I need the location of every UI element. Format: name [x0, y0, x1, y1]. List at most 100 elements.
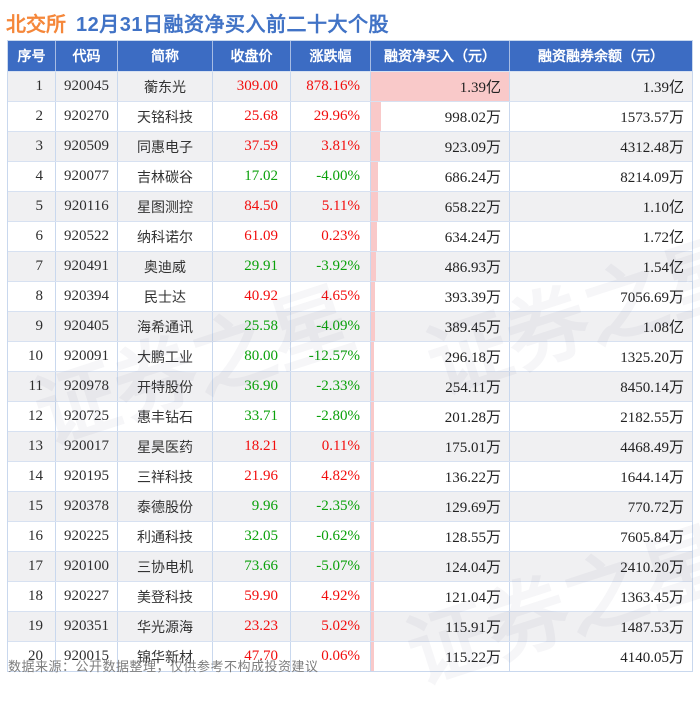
- close-cell: 29.91: [213, 252, 291, 281]
- close-cell: 17.02: [213, 162, 291, 191]
- close-cell: 84.50: [213, 192, 291, 221]
- net-buy-cell: 115.22万: [371, 642, 510, 671]
- net-buy-cell: 115.91万: [371, 612, 510, 641]
- rank-cell: 13: [8, 432, 56, 461]
- code-cell: 920405: [56, 312, 118, 341]
- net-buy-bar: [371, 192, 378, 221]
- balance-cell: 1.72亿: [642, 230, 684, 246]
- net-buy-bar: [371, 462, 375, 491]
- name-cell: 惠丰钻石: [118, 402, 213, 431]
- balance-cell: 1.08亿: [642, 320, 684, 336]
- table-row: 9 920405 海希通讯 25.58 -4.09% 389.45万 1.08亿: [8, 311, 692, 341]
- change-cell: 5.02%: [291, 612, 371, 641]
- code-cell: 920491: [56, 252, 118, 281]
- net-buy-bar: [371, 342, 375, 371]
- balance-cell: 1.10亿: [642, 200, 684, 216]
- rank-cell: 1: [8, 72, 56, 101]
- rank-cell: 9: [8, 312, 56, 341]
- code-cell: 920116: [56, 192, 118, 221]
- title-badge: 北交所: [6, 14, 66, 36]
- balance-cell: 2410.20万: [620, 560, 684, 576]
- code-cell: 920522: [56, 222, 118, 251]
- balance-cell: 1644.14万: [620, 470, 684, 486]
- header-cell-change: 涨跌幅: [291, 41, 371, 71]
- rank-cell: 11: [8, 372, 56, 401]
- net-buy-bar: [371, 642, 375, 671]
- title-text: 12月31日融资净买入前二十大个股: [76, 14, 389, 36]
- net-buy-cell: 124.04万: [371, 552, 510, 581]
- balance-cell: 770.72万: [627, 500, 684, 516]
- name-cell: 星图测控: [118, 192, 213, 221]
- name-cell: 天铭科技: [118, 102, 213, 131]
- close-cell: 80.00: [213, 342, 291, 371]
- table-row: 12 920725 惠丰钻石 33.71 -2.80% 201.28万 2182…: [8, 401, 692, 431]
- footer-note: 数据来源：公开数据整理，仅供参考不构成投资建议: [8, 659, 319, 674]
- rank-cell: 17: [8, 552, 56, 581]
- change-cell: -5.07%: [291, 552, 371, 581]
- table-row: 20 920015 锦华新材 47.70 0.06% 115.22万 4140.…: [8, 641, 692, 671]
- net-buy-bar: [371, 312, 375, 341]
- code-cell: 920017: [56, 432, 118, 461]
- net-buy-cell: 175.01万: [371, 432, 510, 461]
- net-buy-cell: 1.39亿: [371, 72, 510, 101]
- table-header: 序号 代码 简称 收盘价 涨跌幅 融资净买入（元） 融资融券余额（元）: [8, 41, 692, 71]
- table-row: 11 920978 开特股份 36.90 -2.33% 254.11万 8450…: [8, 371, 692, 401]
- change-cell: -4.09%: [291, 312, 371, 341]
- net-buy-cell: 128.55万: [371, 522, 510, 551]
- header-cell-name: 简称: [118, 41, 213, 71]
- header-cell-netbuy: 融资净买入（元）: [371, 41, 510, 71]
- table-row: 17 920100 三协电机 73.66 -5.07% 124.04万 2410…: [8, 551, 692, 581]
- page-title: 北交所 12月31日融资净买入前二十大个股: [0, 0, 700, 37]
- rank-cell: 19: [8, 612, 56, 641]
- page-root: 北交所 12月31日融资净买入前二十大个股 证券之星 证券之星 证券之星 序号 …: [0, 0, 700, 674]
- code-cell: 920351: [56, 612, 118, 641]
- net-buy-cell: 486.93万: [371, 252, 510, 281]
- name-cell: 奥迪威: [118, 252, 213, 281]
- table-row: 1 920045 蘅东光 309.00 878.16% 1.39亿 1.39亿: [8, 71, 692, 101]
- net-buy-cell: 923.09万: [371, 132, 510, 161]
- name-cell: 三协电机: [118, 552, 213, 581]
- name-cell: 利通科技: [118, 522, 213, 551]
- change-cell: -3.92%: [291, 252, 371, 281]
- code-cell: 920091: [56, 342, 118, 371]
- balance-cell: 1.54亿: [642, 260, 684, 276]
- change-cell: 4.92%: [291, 582, 371, 611]
- name-cell: 同惠电子: [118, 132, 213, 161]
- net-buy-cell: 254.11万: [371, 372, 510, 401]
- net-buy-cell: 136.22万: [371, 462, 510, 491]
- name-cell: 吉林碳谷: [118, 162, 213, 191]
- rank-cell: 12: [8, 402, 56, 431]
- close-cell: 73.66: [213, 552, 291, 581]
- net-buy-bar: [371, 282, 375, 311]
- rank-cell: 7: [8, 252, 56, 281]
- code-cell: 920077: [56, 162, 118, 191]
- change-cell: 878.16%: [291, 72, 371, 101]
- change-cell: 0.06%: [291, 642, 371, 671]
- change-cell: 5.11%: [291, 192, 371, 221]
- rank-cell: 18: [8, 582, 56, 611]
- balance-cell: 4468.49万: [620, 440, 684, 456]
- net-buy-bar: [371, 162, 378, 191]
- rank-cell: 6: [8, 222, 56, 251]
- table-row: 18 920227 美登科技 59.90 4.92% 121.04万 1363.…: [8, 581, 692, 611]
- balance-cell: 8214.09万: [620, 170, 684, 186]
- code-cell: 920015: [56, 642, 118, 671]
- change-cell: -2.33%: [291, 372, 371, 401]
- name-cell: 大鹏工业: [118, 342, 213, 371]
- table-row: 13 920017 星昊医药 18.21 0.11% 175.01万 4468.…: [8, 431, 692, 461]
- close-cell: 32.05: [213, 522, 291, 551]
- name-cell: 纳科诺尔: [118, 222, 213, 251]
- net-buy-bar: [371, 72, 509, 101]
- name-cell: 海希通讯: [118, 312, 213, 341]
- code-cell: 920978: [56, 372, 118, 401]
- change-cell: -2.80%: [291, 402, 371, 431]
- code-cell: 920227: [56, 582, 118, 611]
- net-buy-bar: [371, 252, 376, 281]
- net-buy-bar: [371, 582, 375, 611]
- close-cell: 40.92: [213, 282, 291, 311]
- balance-cell: 1573.57万: [620, 110, 684, 126]
- table-row: 15 920378 泰德股份 9.96 -2.35% 129.69万 770.7…: [8, 491, 692, 521]
- change-cell: -4.00%: [291, 162, 371, 191]
- net-buy-bar: [371, 132, 381, 161]
- code-cell: 920270: [56, 102, 118, 131]
